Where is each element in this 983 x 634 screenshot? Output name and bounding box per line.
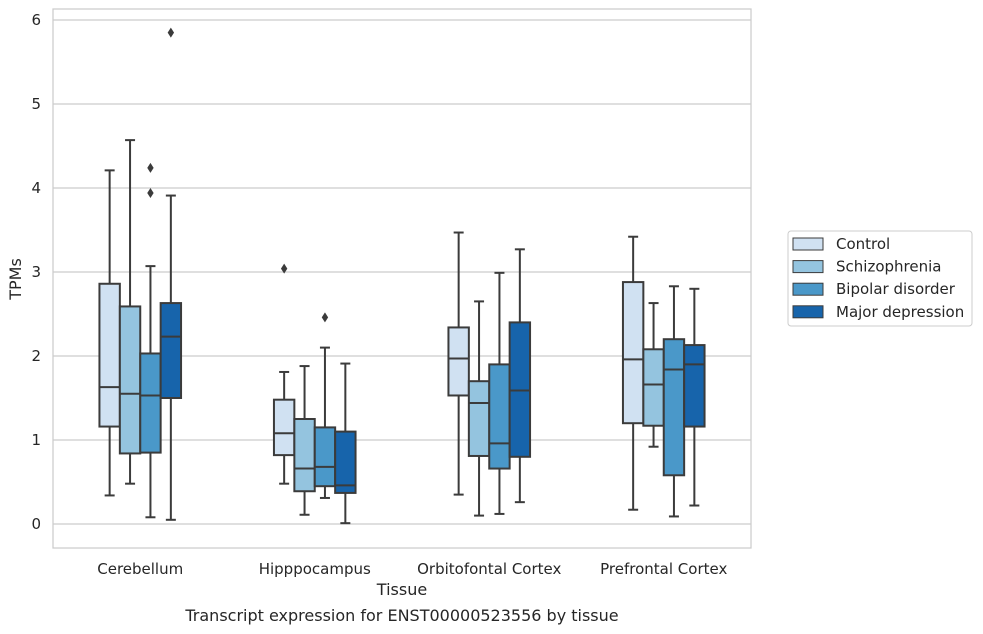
- figure-caption: Transcript expression for ENST0000052355…: [184, 606, 618, 625]
- y-tick-label: 3: [31, 263, 41, 281]
- legend-frame: [787, 230, 973, 327]
- plot-area: [52, 8, 752, 549]
- iqr-box: [447, 326, 470, 397]
- x-tick-label: Prefrontal Cortex: [600, 560, 727, 578]
- outlier-point: [147, 162, 154, 173]
- legend-swatch: [792, 237, 824, 251]
- box-major-depression: [334, 362, 357, 525]
- outlier-point: [321, 312, 329, 323]
- legend-label: Schizophrenia: [836, 258, 941, 276]
- box-schizophrenia: [467, 300, 491, 517]
- legend-swatch: [792, 282, 824, 296]
- box-schizophrenia: [293, 365, 316, 516]
- iqr-box: [662, 338, 686, 477]
- x-tick-label: Hipppocampus: [259, 560, 371, 578]
- x-tick-label: Cerebellum: [97, 560, 183, 578]
- outlier-point: [280, 263, 288, 274]
- iqr-box: [98, 282, 121, 428]
- x-axis-ticks: Cerebellum Hipppocampus Orbitofontal Corte…: [97, 560, 727, 578]
- iqr-box: [467, 380, 491, 457]
- iqr-box: [621, 281, 645, 425]
- box-schizophrenia: [642, 302, 665, 448]
- iqr-box: [683, 344, 706, 428]
- x-axis-title: Tissue: [376, 580, 427, 599]
- y-tick-label: 5: [31, 95, 41, 113]
- iqr-box: [272, 398, 296, 457]
- box-series: [98, 27, 706, 525]
- outlier-point: [167, 27, 175, 38]
- iqr-box: [118, 305, 142, 455]
- y-axis-title: TPMs: [6, 258, 25, 301]
- iqr-box: [293, 418, 316, 493]
- outlier-point: [147, 188, 154, 199]
- iqr-box: [488, 363, 511, 470]
- box-major-depression: [159, 27, 183, 521]
- legend-label: Major depression: [836, 303, 964, 321]
- box-major-depression: [508, 248, 532, 504]
- legend-label: Bipolar disorder: [836, 280, 956, 298]
- y-tick-label: 1: [31, 431, 41, 449]
- y-tick-label: 4: [31, 179, 41, 197]
- box-control: [447, 231, 470, 496]
- legend-swatch: [792, 305, 824, 319]
- iqr-box: [334, 430, 357, 494]
- y-tick-label: 0: [31, 515, 41, 533]
- iqr-box: [313, 426, 337, 488]
- box-bipolar-disorder: [313, 312, 337, 499]
- y-axis-ticks: 0 1 2 3 4 5 6: [31, 11, 41, 533]
- legend-label: Control: [836, 235, 890, 253]
- box-bipolar-disorder: [139, 162, 162, 519]
- box-major-depression: [683, 287, 706, 507]
- y-tick-label: 6: [31, 11, 41, 29]
- legend: Control Schizophrenia Bipolar disorder Majo…: [787, 230, 973, 327]
- box-control: [272, 263, 296, 485]
- y-tick-label: 2: [31, 347, 41, 365]
- x-tick-label: Orbitofontal Cortex: [417, 560, 561, 578]
- iqr-box: [139, 352, 162, 454]
- box-bipolar-disorder: [662, 285, 686, 518]
- iqr-box: [159, 302, 183, 399]
- box-bipolar-disorder: [488, 271, 511, 515]
- legend-swatch: [792, 260, 824, 274]
- iqr-box: [642, 348, 665, 427]
